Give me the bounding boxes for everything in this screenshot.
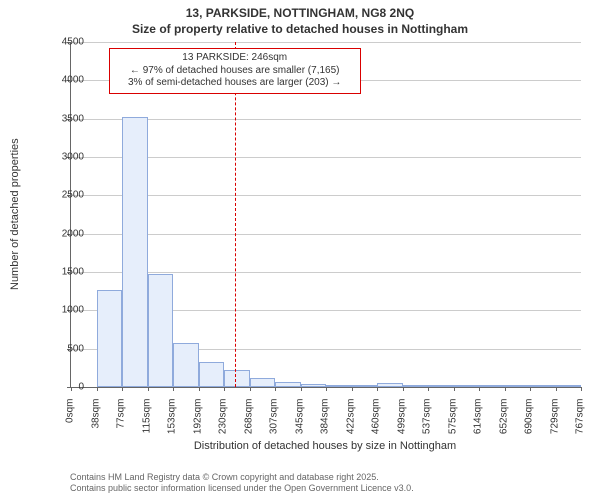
histogram-bar bbox=[352, 385, 378, 387]
x-tick-label: 384sqm bbox=[320, 399, 331, 439]
reference-line bbox=[235, 42, 236, 387]
histogram-bar bbox=[556, 385, 582, 387]
x-tick-label: 690sqm bbox=[524, 399, 535, 439]
credits-text: Contains HM Land Registry data © Crown c… bbox=[70, 472, 414, 494]
histogram-bar bbox=[275, 382, 301, 387]
histogram-bar bbox=[173, 343, 199, 387]
x-tick-label: 729sqm bbox=[549, 399, 560, 439]
histogram-bar bbox=[454, 385, 480, 387]
y-axis-label: Number of detached properties bbox=[8, 42, 22, 387]
x-tick-label: 77sqm bbox=[116, 399, 127, 439]
histogram-bar bbox=[97, 290, 123, 387]
x-tick-label: 307sqm bbox=[269, 399, 280, 439]
gridline bbox=[71, 234, 581, 235]
annotation-line2: 3% of semi-detached houses are larger (2… bbox=[115, 77, 355, 90]
x-tick-label: 767sqm bbox=[575, 399, 586, 439]
histogram-bar bbox=[428, 385, 454, 387]
histogram-bar bbox=[403, 385, 429, 387]
histogram-bar bbox=[479, 385, 505, 387]
x-tick-label: 38sqm bbox=[90, 399, 101, 439]
y-tick-label: 1500 bbox=[62, 267, 84, 278]
y-tick-label: 3500 bbox=[62, 113, 84, 124]
histogram-bar bbox=[301, 384, 327, 387]
histogram-bar bbox=[377, 383, 403, 387]
x-tick-label: 422sqm bbox=[345, 399, 356, 439]
x-tick-label: 575sqm bbox=[447, 399, 458, 439]
histogram-bar bbox=[505, 385, 531, 387]
histogram-bar bbox=[530, 385, 556, 387]
x-tick-label: 115sqm bbox=[141, 399, 152, 439]
gridline bbox=[71, 119, 581, 120]
y-tick-label: 3000 bbox=[62, 152, 84, 163]
x-tick-label: 499sqm bbox=[396, 399, 407, 439]
histogram-bar bbox=[326, 385, 352, 387]
y-tick-label: 500 bbox=[67, 343, 84, 354]
credits-line2: Contains public sector information licen… bbox=[70, 483, 414, 494]
x-tick-label: 230sqm bbox=[218, 399, 229, 439]
chart-title-line2: Size of property relative to detached ho… bbox=[0, 22, 600, 36]
x-tick-label: 268sqm bbox=[243, 399, 254, 439]
plot-area: 13 PARKSIDE: 246sqm← 97% of detached hou… bbox=[70, 42, 581, 388]
y-tick-label: 4000 bbox=[62, 75, 84, 86]
y-tick-label: 0 bbox=[78, 382, 84, 393]
annotation-line1: ← 97% of detached houses are smaller (7,… bbox=[115, 65, 355, 78]
x-tick-label: 460sqm bbox=[371, 399, 382, 439]
histogram-bar bbox=[250, 378, 276, 387]
x-tick-label: 0sqm bbox=[65, 399, 76, 439]
histogram-bar bbox=[122, 117, 148, 387]
x-tick-label: 537sqm bbox=[422, 399, 433, 439]
y-tick-label: 1000 bbox=[62, 305, 84, 316]
histogram-bar bbox=[224, 370, 250, 387]
chart-title-line1: 13, PARKSIDE, NOTTINGHAM, NG8 2NQ bbox=[0, 6, 600, 20]
annotation-box: 13 PARKSIDE: 246sqm← 97% of detached hou… bbox=[109, 48, 361, 94]
gridline bbox=[71, 42, 581, 43]
x-tick-label: 345sqm bbox=[294, 399, 305, 439]
x-axis-label: Distribution of detached houses by size … bbox=[70, 440, 580, 452]
y-tick-label: 2000 bbox=[62, 228, 84, 239]
x-tick-label: 153sqm bbox=[167, 399, 178, 439]
x-tick-label: 614sqm bbox=[473, 399, 484, 439]
histogram-bar bbox=[148, 274, 174, 387]
gridline bbox=[71, 195, 581, 196]
gridline bbox=[71, 157, 581, 158]
histogram-bar bbox=[199, 362, 225, 387]
x-tick-label: 192sqm bbox=[192, 399, 203, 439]
credits-line1: Contains HM Land Registry data © Crown c… bbox=[70, 472, 414, 483]
gridline bbox=[71, 272, 581, 273]
annotation-header: 13 PARKSIDE: 246sqm bbox=[115, 52, 355, 65]
y-tick-label: 4500 bbox=[62, 37, 84, 48]
x-tick-label: 652sqm bbox=[498, 399, 509, 439]
y-tick-label: 2500 bbox=[62, 190, 84, 201]
